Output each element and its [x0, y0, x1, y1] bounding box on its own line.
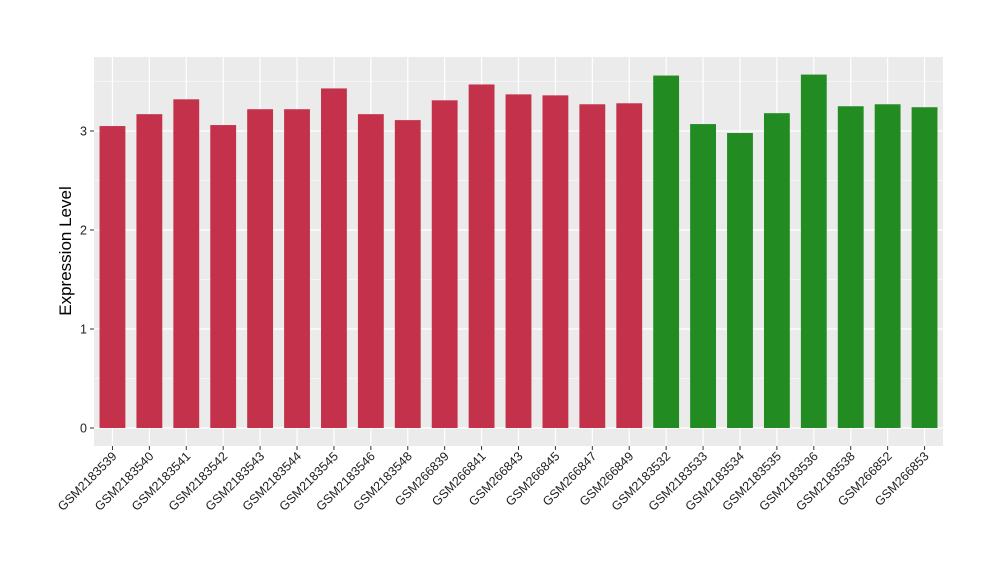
bar	[616, 103, 643, 428]
bar	[99, 126, 126, 429]
bar	[210, 125, 237, 428]
bar	[173, 99, 200, 428]
bar	[690, 124, 716, 428]
bar	[542, 95, 569, 429]
y-axis-title: Expression Level	[56, 186, 75, 315]
x-axis: GSM2183539GSM2183540GSM2183541GSM2183542…	[55, 446, 932, 514]
bar	[284, 109, 310, 428]
bar	[874, 104, 901, 429]
bar	[431, 100, 458, 428]
y-axis: 0 1 2 3	[80, 125, 94, 436]
bar	[357, 114, 384, 429]
bar	[579, 104, 606, 429]
bar	[911, 107, 938, 429]
bar	[653, 75, 680, 428]
y-tick-label: 2	[80, 224, 87, 238]
bar	[136, 114, 163, 429]
bar	[727, 132, 753, 429]
y-tick-label: 1	[80, 323, 87, 337]
y-tick-label: 3	[80, 125, 87, 139]
bars	[99, 74, 938, 429]
bar	[837, 106, 864, 428]
bar	[468, 84, 495, 428]
bar	[247, 109, 274, 428]
bar	[321, 88, 347, 429]
bar	[505, 94, 532, 429]
bar	[800, 74, 827, 428]
bar	[394, 120, 421, 429]
y-tick-label: 0	[80, 422, 87, 436]
bar	[763, 113, 790, 429]
